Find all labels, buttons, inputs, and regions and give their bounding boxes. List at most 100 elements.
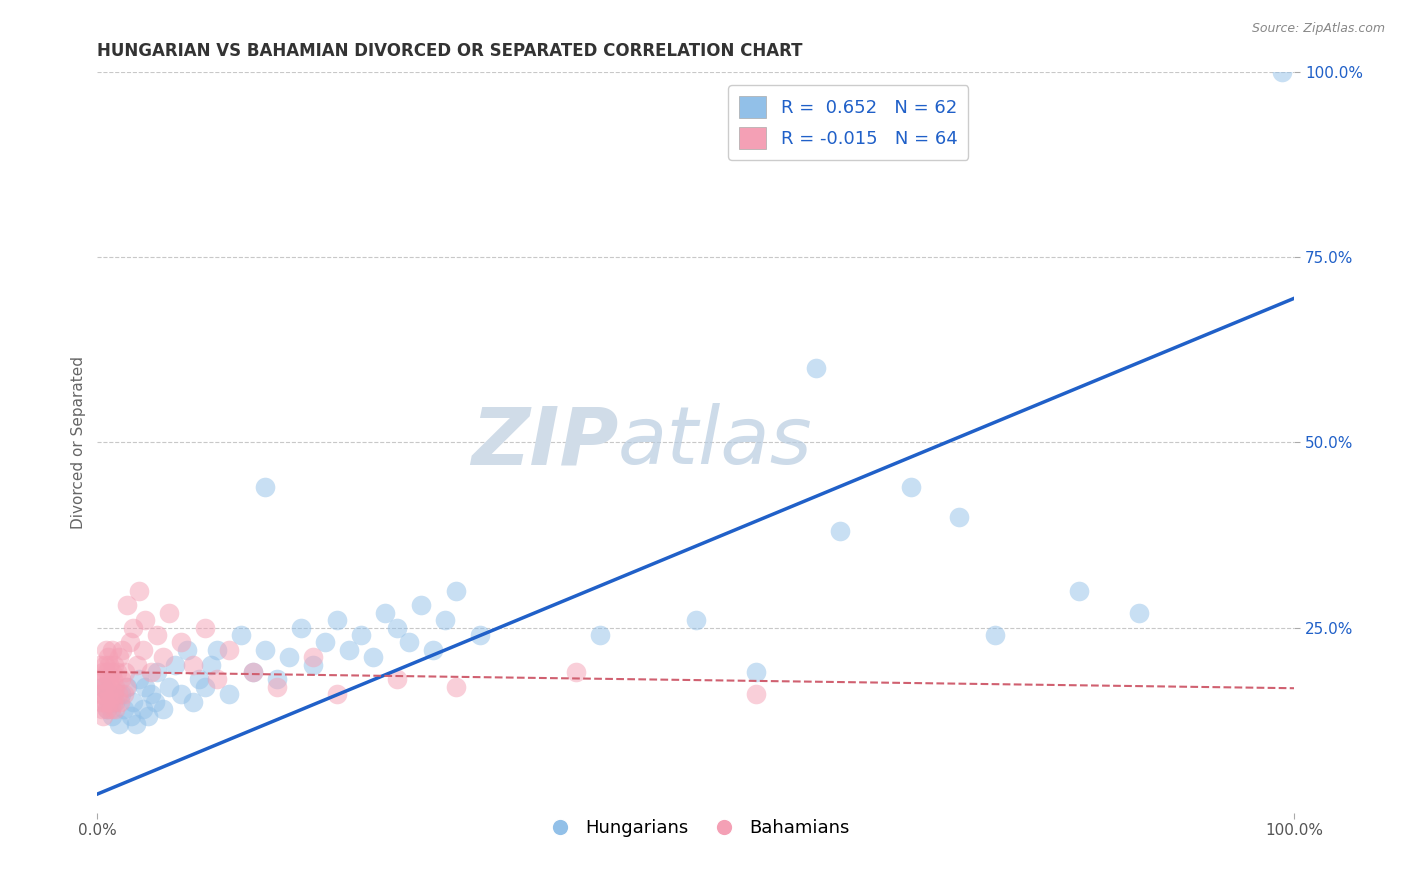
Point [100,665,122,679]
Point [205,673,228,687]
Point [104,702,127,716]
Point [97,687,120,701]
Point [422,642,444,657]
Point [96,702,118,716]
Point [900,480,922,494]
Point [314,635,336,649]
Point [104,694,127,708]
Point [1128,606,1150,620]
Point [470,628,492,642]
Point [89,687,111,701]
Point [91,709,114,723]
Point [96,702,118,716]
Point [218,687,240,701]
Point [98,694,121,708]
Point [115,680,138,694]
Point [157,680,180,694]
Point [112,687,135,701]
Point [100,709,122,723]
Point [253,480,276,494]
Point [152,650,174,665]
Text: ZIP: ZIP [471,403,619,482]
Point [96,665,118,679]
Point [100,702,122,716]
Point [194,621,217,635]
Point [745,687,768,701]
Point [218,642,240,657]
Point [93,657,115,672]
Point [117,599,139,613]
Point [124,716,146,731]
Point [229,628,252,642]
Point [194,680,217,694]
Point [91,687,114,701]
Text: HUNGARIAN VS BAHAMIAN DIVORCED OR SEPARATED CORRELATION CHART: HUNGARIAN VS BAHAMIAN DIVORCED OR SEPARA… [97,42,803,60]
Point [108,716,131,731]
Point [91,680,114,694]
Point [188,673,211,687]
Point [134,613,156,627]
Point [146,628,169,642]
Point [128,673,150,687]
Point [112,702,135,716]
Point [93,694,115,708]
Point [374,606,396,620]
Point [200,657,222,672]
Point [103,687,125,701]
Point [120,709,142,723]
Point [170,635,193,649]
Point [100,642,122,657]
Point [122,621,145,635]
Point [91,680,114,694]
Point [114,665,136,679]
Point [446,583,468,598]
Point [242,665,264,679]
Point [125,657,148,672]
Point [100,680,122,694]
Legend: Hungarians, Bahamians: Hungarians, Bahamians [534,812,858,844]
Point [134,680,156,694]
Point [1271,65,1294,79]
Point [98,687,121,701]
Point [122,694,145,708]
Point [565,665,588,679]
Point [110,687,132,701]
Point [385,673,408,687]
Point [91,665,114,679]
Point [98,673,121,687]
Point [301,657,323,672]
Point [89,657,111,672]
Point [277,650,299,665]
Point [146,665,169,679]
Point [170,687,193,701]
Point [165,657,187,672]
Point [398,635,420,649]
Point [290,621,312,635]
Point [108,694,131,708]
Point [94,680,117,694]
Point [117,680,139,694]
Point [1067,583,1090,598]
Point [111,642,134,657]
Point [326,613,349,627]
Point [350,628,373,642]
Point [433,613,456,627]
Point [101,673,124,687]
Point [90,673,112,687]
Point [176,642,198,657]
Point [181,694,204,708]
Point [984,628,1007,642]
Point [385,621,408,635]
Point [107,687,129,701]
Point [589,628,612,642]
Point [266,680,288,694]
Point [828,524,851,539]
Point [101,694,124,708]
Point [804,361,827,376]
Point [87,673,110,687]
Y-axis label: Divorced or Separated: Divorced or Separated [72,356,86,529]
Point [181,657,204,672]
Point [253,642,276,657]
Point [97,650,120,665]
Point [301,650,323,665]
